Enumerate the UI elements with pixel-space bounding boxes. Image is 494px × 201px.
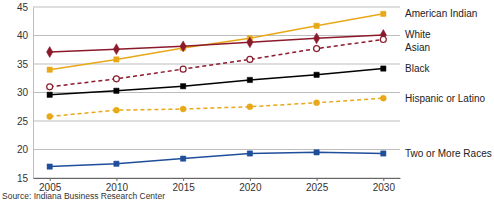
series-line xyxy=(50,14,384,70)
series-marker xyxy=(180,41,186,52)
series-marker xyxy=(180,106,186,112)
series-line xyxy=(50,35,384,52)
y-tick: 30 xyxy=(17,87,33,98)
series-marker xyxy=(114,88,119,93)
series-marker xyxy=(381,11,386,16)
y-tick: 25 xyxy=(17,116,33,127)
y-tick-label: 45 xyxy=(17,2,29,13)
plot-area xyxy=(47,11,387,169)
x-tick-mark xyxy=(183,178,184,181)
x-tick-label: 2020 xyxy=(239,182,262,193)
y-tick-label: 40 xyxy=(17,30,29,41)
series-marker xyxy=(47,67,52,72)
series-marker xyxy=(114,161,119,166)
x-tick: 2030 xyxy=(373,178,396,193)
series-marker xyxy=(113,44,119,55)
x-tick-mark xyxy=(250,178,251,181)
series-marker xyxy=(247,104,253,110)
source-note: Source: Indiana Business Research Center xyxy=(2,191,165,201)
series-marker xyxy=(180,66,186,72)
series-line xyxy=(50,152,384,166)
grid-line xyxy=(33,121,400,122)
series-marker xyxy=(380,95,386,101)
series-marker xyxy=(247,151,252,156)
x-tick-label: 2015 xyxy=(173,182,196,193)
x-tick: 2020 xyxy=(239,178,262,193)
series-label: Two or More Races xyxy=(405,148,492,159)
series-marker xyxy=(381,66,386,71)
y-tick: 35 xyxy=(17,59,33,70)
y-tick: 20 xyxy=(17,144,33,155)
series-marker xyxy=(380,37,386,43)
series-marker xyxy=(314,46,320,52)
series-label: Black xyxy=(405,63,430,74)
chart: 15202530354045200520102015202020252030Am… xyxy=(0,0,494,201)
series-marker xyxy=(47,92,52,97)
series-marker xyxy=(314,100,320,106)
x-tick: 2025 xyxy=(306,178,329,193)
x-tick-mark xyxy=(116,178,117,181)
y-axis: 15 20 25 30 35 40 45 xyxy=(17,2,34,184)
series-marker xyxy=(113,76,119,82)
series-line xyxy=(50,69,384,95)
y-tick-label: 35 xyxy=(17,59,29,70)
y-axis-line xyxy=(33,8,34,179)
series-labels: American Indian White Asian Black Hispanic o… xyxy=(405,8,492,159)
series-label: Hispanic or Latino xyxy=(405,93,485,104)
grid-line xyxy=(33,35,400,36)
series-marker xyxy=(314,150,319,155)
x-axis-line xyxy=(34,178,401,179)
y-tick: 45 xyxy=(17,2,33,13)
series-marker xyxy=(113,107,119,113)
x-tick-mark xyxy=(317,178,318,181)
grid-line xyxy=(33,149,400,150)
x-tick-mark xyxy=(383,178,384,181)
y-tick-label: 20 xyxy=(17,144,29,155)
series-marker xyxy=(247,37,253,48)
y-tick-label: 30 xyxy=(17,87,29,98)
series-marker xyxy=(114,57,119,62)
x-tick-label: 2025 xyxy=(306,182,329,193)
series-marker xyxy=(47,113,53,119)
series-line xyxy=(50,39,384,86)
series-label: Asian xyxy=(405,42,430,53)
series-marker xyxy=(247,56,253,62)
y-tick-label: 25 xyxy=(17,116,29,127)
x-tick: 2015 xyxy=(173,178,196,193)
series-line xyxy=(50,98,384,116)
series-marker xyxy=(381,151,386,156)
series-marker xyxy=(313,33,319,44)
grid-line xyxy=(33,178,400,179)
series-marker xyxy=(314,23,319,28)
series-marker xyxy=(47,164,52,169)
series-marker xyxy=(47,84,53,90)
grid-line xyxy=(33,7,400,8)
series-marker xyxy=(180,84,185,89)
series-label: American Indian xyxy=(405,8,477,19)
grid xyxy=(33,7,400,178)
x-tick-label: 2030 xyxy=(373,182,396,193)
series-marker xyxy=(247,77,252,82)
series-marker xyxy=(47,47,53,58)
y-tick: 15 xyxy=(17,173,33,184)
series-label: White xyxy=(405,29,431,40)
y-tick: 40 xyxy=(17,30,33,41)
series-marker xyxy=(314,72,319,77)
series-marker xyxy=(180,156,185,161)
y-tick-label: 15 xyxy=(17,173,29,184)
x-tick-mark xyxy=(50,178,51,181)
